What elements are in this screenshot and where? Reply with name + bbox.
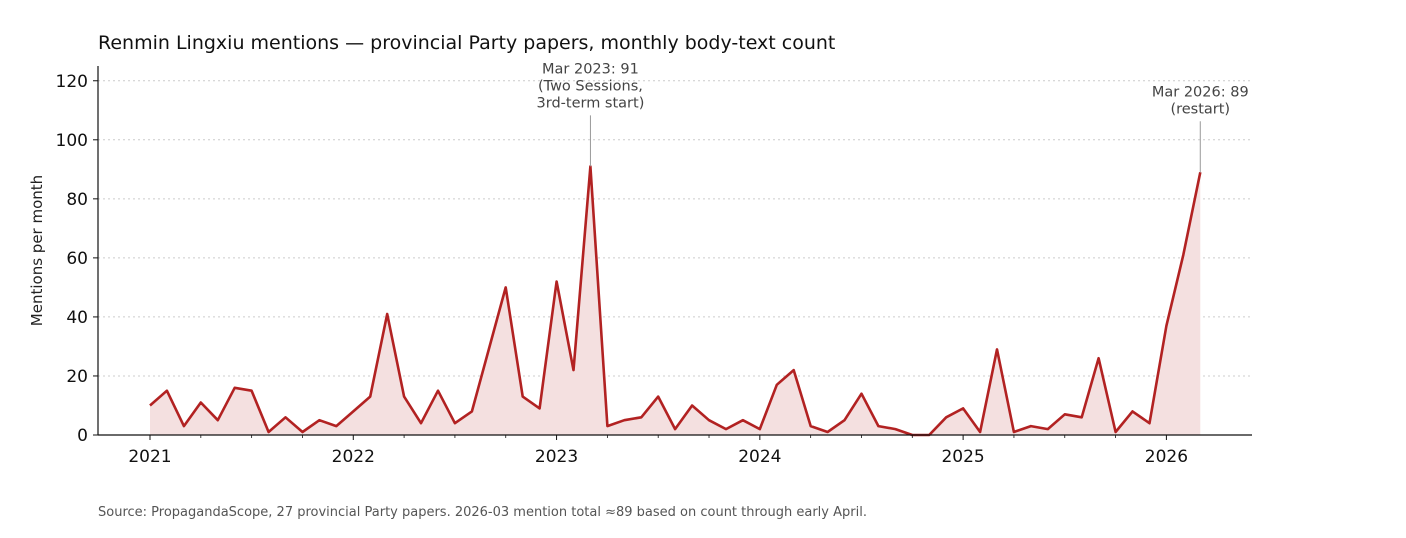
- chart-title: Renmin Lingxiu mentions — provincial Par…: [98, 32, 835, 54]
- y-tick-label: 20: [66, 367, 88, 387]
- x-tick-label: 2022: [332, 447, 375, 467]
- x-tick-label: 2025: [941, 447, 984, 467]
- y-tick-label: 60: [66, 249, 88, 269]
- annotations: Mar 2023: 91(Two Sessions,3rd-term start…: [537, 61, 1249, 173]
- x-tick-label: 2026: [1145, 447, 1188, 467]
- annotation-label: (restart): [1170, 101, 1230, 117]
- series-line-path: [149, 165, 1202, 437]
- y-tick-label: 100: [56, 131, 88, 151]
- x-tick-label: 2021: [128, 447, 171, 467]
- annotation-label: Mar 2023: 91: [542, 61, 639, 77]
- axes: [97, 66, 1252, 436]
- series-line: [149, 165, 1202, 437]
- y-tick-label: 120: [56, 72, 88, 92]
- x-tick-label: 2024: [738, 447, 781, 467]
- source-note: Source: PropagandaScope, 27 provincial P…: [98, 505, 867, 520]
- annotation-label: (Two Sessions,: [538, 78, 643, 94]
- annotation-label: Mar 2026: 89: [1152, 84, 1249, 100]
- y-ticks: 0 20 40 60 80 100 120: [56, 72, 98, 446]
- y-tick-label: 40: [66, 308, 88, 328]
- x-ticks: 2021 2022 2023 2024 2025 2026: [128, 435, 1188, 467]
- y-tick-label: 0: [77, 426, 88, 446]
- area-path: [150, 166, 1201, 435]
- x-tick-label: 2023: [535, 447, 578, 467]
- area-fill: [150, 166, 1201, 435]
- annotation-label: 3rd-term start): [537, 95, 645, 111]
- y-tick-label: 80: [66, 190, 88, 210]
- y-axis-label: Mentions per month: [28, 175, 46, 326]
- chart: Renmin Lingxiu mentions — provincial Par…: [28, 32, 1252, 467]
- gridlines: [98, 80, 1252, 377]
